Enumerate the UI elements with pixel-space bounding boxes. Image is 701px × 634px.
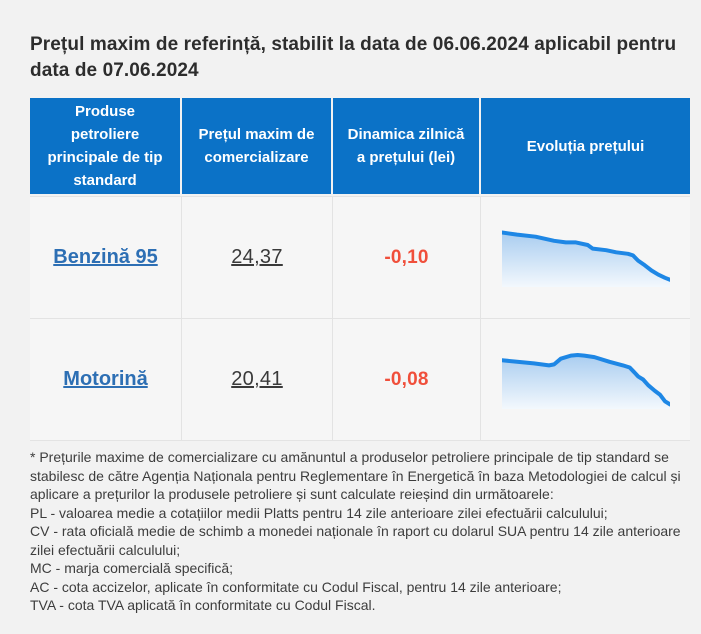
cell-price-motorina: 20,41 xyxy=(182,319,333,440)
price-link-benzina-95[interactable]: 24,37 xyxy=(231,246,283,268)
table-body: Benzină 95 24,37 -0,10 Motorină 20,41 xyxy=(30,194,690,441)
price-link-motorina[interactable]: 20,41 xyxy=(231,368,283,390)
product-link-motorina[interactable]: Motorină xyxy=(63,368,148,390)
table-row-motorina: Motorină 20,41 -0,08 xyxy=(30,319,690,441)
cell-chart-motorina xyxy=(481,319,690,440)
cell-chart-benzina xyxy=(481,197,690,318)
page-title: Prețul maxim de referință, stabilit la d… xyxy=(30,34,677,81)
price-trend-sparkline-benzina xyxy=(501,229,670,287)
footnote-tva: TVA - cota TVA aplicată în conformitate … xyxy=(30,597,376,613)
cell-product-motorina: Motorină xyxy=(30,319,182,440)
footnote-pl: PL - valoarea medie a cotațiilor medii P… xyxy=(30,504,608,521)
cell-product-benzina: Benzină 95 xyxy=(30,197,182,318)
table-row-benzina-95: Benzină 95 24,37 -0,10 xyxy=(30,196,690,319)
cell-price-benzina: 24,37 xyxy=(182,197,333,318)
footnote-ac: AC - cota accizelor, aplicate în conform… xyxy=(30,578,562,595)
daily-change-value-motorina: -0,08 xyxy=(384,368,429,390)
price-trend-sparkline-motorina xyxy=(501,351,670,409)
cell-delta-motorina: -0,08 xyxy=(333,319,481,440)
daily-change-value-benzina: -0,10 xyxy=(384,246,429,268)
footnote-methodology: * Prețurile maxime de comercializare cu … xyxy=(30,449,681,502)
fuel-price-table: Produse petroliere principale de tip sta… xyxy=(30,98,690,441)
header-price-evolution-column: Evoluția prețului xyxy=(481,98,690,194)
footnote-mc: MC - marja comercială specifică; xyxy=(30,560,234,576)
cell-delta-benzina: -0,10 xyxy=(333,197,481,318)
header-products-column: Produse petroliere principale de tip sta… xyxy=(30,98,182,194)
table-header-row: Produse petroliere principale de tip sta… xyxy=(30,98,690,194)
footnotes-block: * Prețurile maxime de comercializare cu … xyxy=(30,448,698,615)
product-link-benzina-95[interactable]: Benzină 95 xyxy=(53,246,158,268)
header-daily-change-column: Dinamica zilnică a prețului (lei) xyxy=(333,98,481,194)
header-max-price-column: Prețul maxim de comercializare xyxy=(182,98,333,194)
footnote-cv: CV - rata oficială medie de schimb a mon… xyxy=(30,523,681,558)
